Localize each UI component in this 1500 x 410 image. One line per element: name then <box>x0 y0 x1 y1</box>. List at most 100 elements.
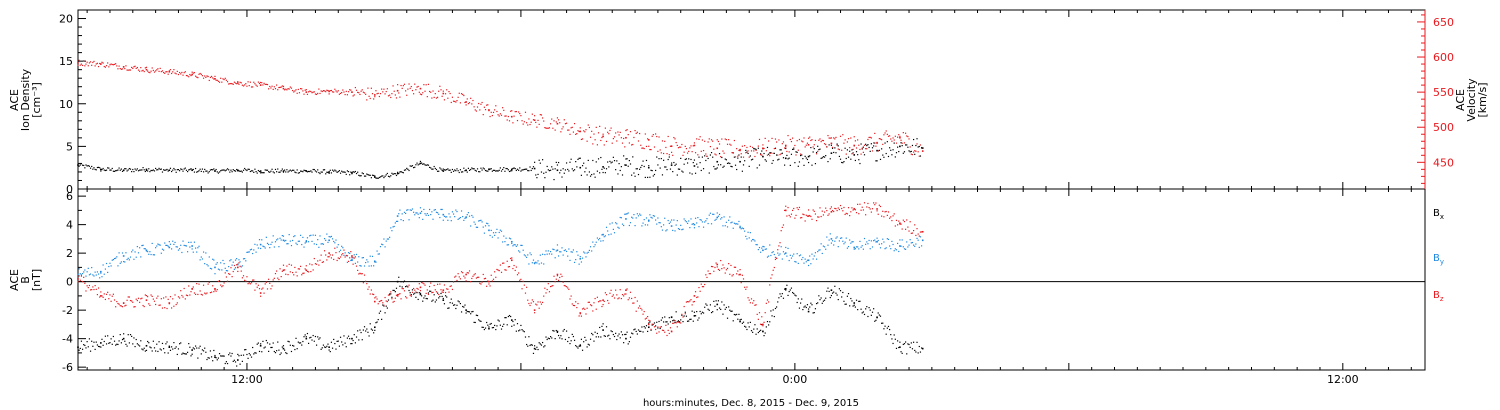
by-point <box>812 258 814 260</box>
density-point <box>655 169 657 172</box>
bz-point <box>456 279 458 282</box>
density-point <box>647 166 650 169</box>
bx-point <box>304 334 306 336</box>
density-point <box>489 168 491 170</box>
bx-point <box>339 336 342 338</box>
by-point <box>620 217 622 219</box>
bz-point <box>779 242 781 244</box>
bz-point <box>199 290 201 292</box>
density-point <box>879 158 882 161</box>
density-point <box>220 170 222 172</box>
bz-point <box>739 273 741 276</box>
bx-point <box>440 292 442 295</box>
bz-point <box>111 295 113 297</box>
bx-point <box>369 323 371 325</box>
bz-point <box>807 209 810 211</box>
velocity-point <box>619 131 621 133</box>
density-point <box>190 168 192 170</box>
by-point <box>173 243 175 245</box>
bz-point <box>233 264 235 267</box>
velocity-point <box>829 137 831 139</box>
bz-point <box>109 294 111 296</box>
velocity-point <box>677 147 680 149</box>
velocity-point <box>80 63 83 65</box>
bx-point <box>149 346 151 348</box>
bz-point <box>744 286 746 288</box>
by-point <box>702 226 705 228</box>
bfield-tick-label: 4 <box>66 219 73 232</box>
velocity-point <box>86 61 88 63</box>
density-point <box>488 168 490 170</box>
bz-point <box>847 207 850 209</box>
by-point <box>863 237 866 240</box>
bx-point <box>123 333 125 335</box>
bx-point <box>523 331 525 333</box>
by-point <box>763 246 765 248</box>
velocity-point <box>253 81 255 83</box>
bx-point <box>657 327 659 329</box>
bz-point <box>329 254 331 256</box>
by-point <box>115 257 117 259</box>
bz-point <box>636 300 638 302</box>
velocity-point <box>231 83 233 85</box>
bx-point <box>889 328 891 331</box>
bz-point <box>447 288 449 290</box>
bz-point <box>708 273 710 275</box>
bz-point <box>107 291 109 293</box>
density-point <box>521 169 523 171</box>
velocity-point <box>774 138 777 140</box>
velocity-point <box>692 145 694 147</box>
bz-point <box>131 300 133 302</box>
bz-point <box>859 203 861 205</box>
bz-point <box>520 278 522 280</box>
by-point <box>343 254 345 256</box>
density-point <box>494 169 496 172</box>
velocity-point <box>458 92 460 94</box>
bz-point <box>611 295 613 297</box>
bx-point <box>903 343 906 345</box>
density-point <box>377 177 379 179</box>
density-point <box>741 170 743 172</box>
density-point <box>920 146 923 149</box>
density-point <box>770 152 772 154</box>
bz-point <box>365 280 367 282</box>
by-point <box>366 259 368 261</box>
density-point <box>87 165 89 167</box>
density-point <box>344 171 346 173</box>
velocity-point <box>94 65 96 67</box>
density-point <box>519 167 521 169</box>
bz-point <box>706 276 708 279</box>
density-point <box>81 164 84 166</box>
bz-point <box>209 292 212 294</box>
by-point <box>240 266 242 268</box>
velocity-point <box>784 147 786 149</box>
bx-point <box>344 342 346 344</box>
bz-point <box>97 287 100 289</box>
density-point <box>473 168 475 170</box>
velocity-point <box>104 66 106 68</box>
velocity-point <box>580 138 583 141</box>
by-point <box>739 226 741 229</box>
bx-point <box>649 321 651 323</box>
velocity-point <box>664 140 666 142</box>
bx-point <box>318 338 320 340</box>
bz-point <box>417 288 419 290</box>
bz-point <box>374 297 376 299</box>
by-point <box>285 239 287 242</box>
density-point <box>241 171 243 173</box>
bz-point <box>153 300 156 302</box>
velocity-point <box>626 129 628 131</box>
bz-point <box>826 209 828 212</box>
bx-point <box>670 316 673 318</box>
bz-point <box>326 259 328 261</box>
velocity-point <box>717 140 719 143</box>
density-point <box>242 169 245 171</box>
density-point <box>648 165 650 167</box>
density-point <box>177 169 180 171</box>
velocity-point <box>898 134 900 136</box>
bz-point <box>444 291 447 294</box>
velocity-point <box>109 64 111 66</box>
bx-point <box>847 293 850 295</box>
bz-point <box>900 223 902 225</box>
density-point <box>782 157 785 159</box>
